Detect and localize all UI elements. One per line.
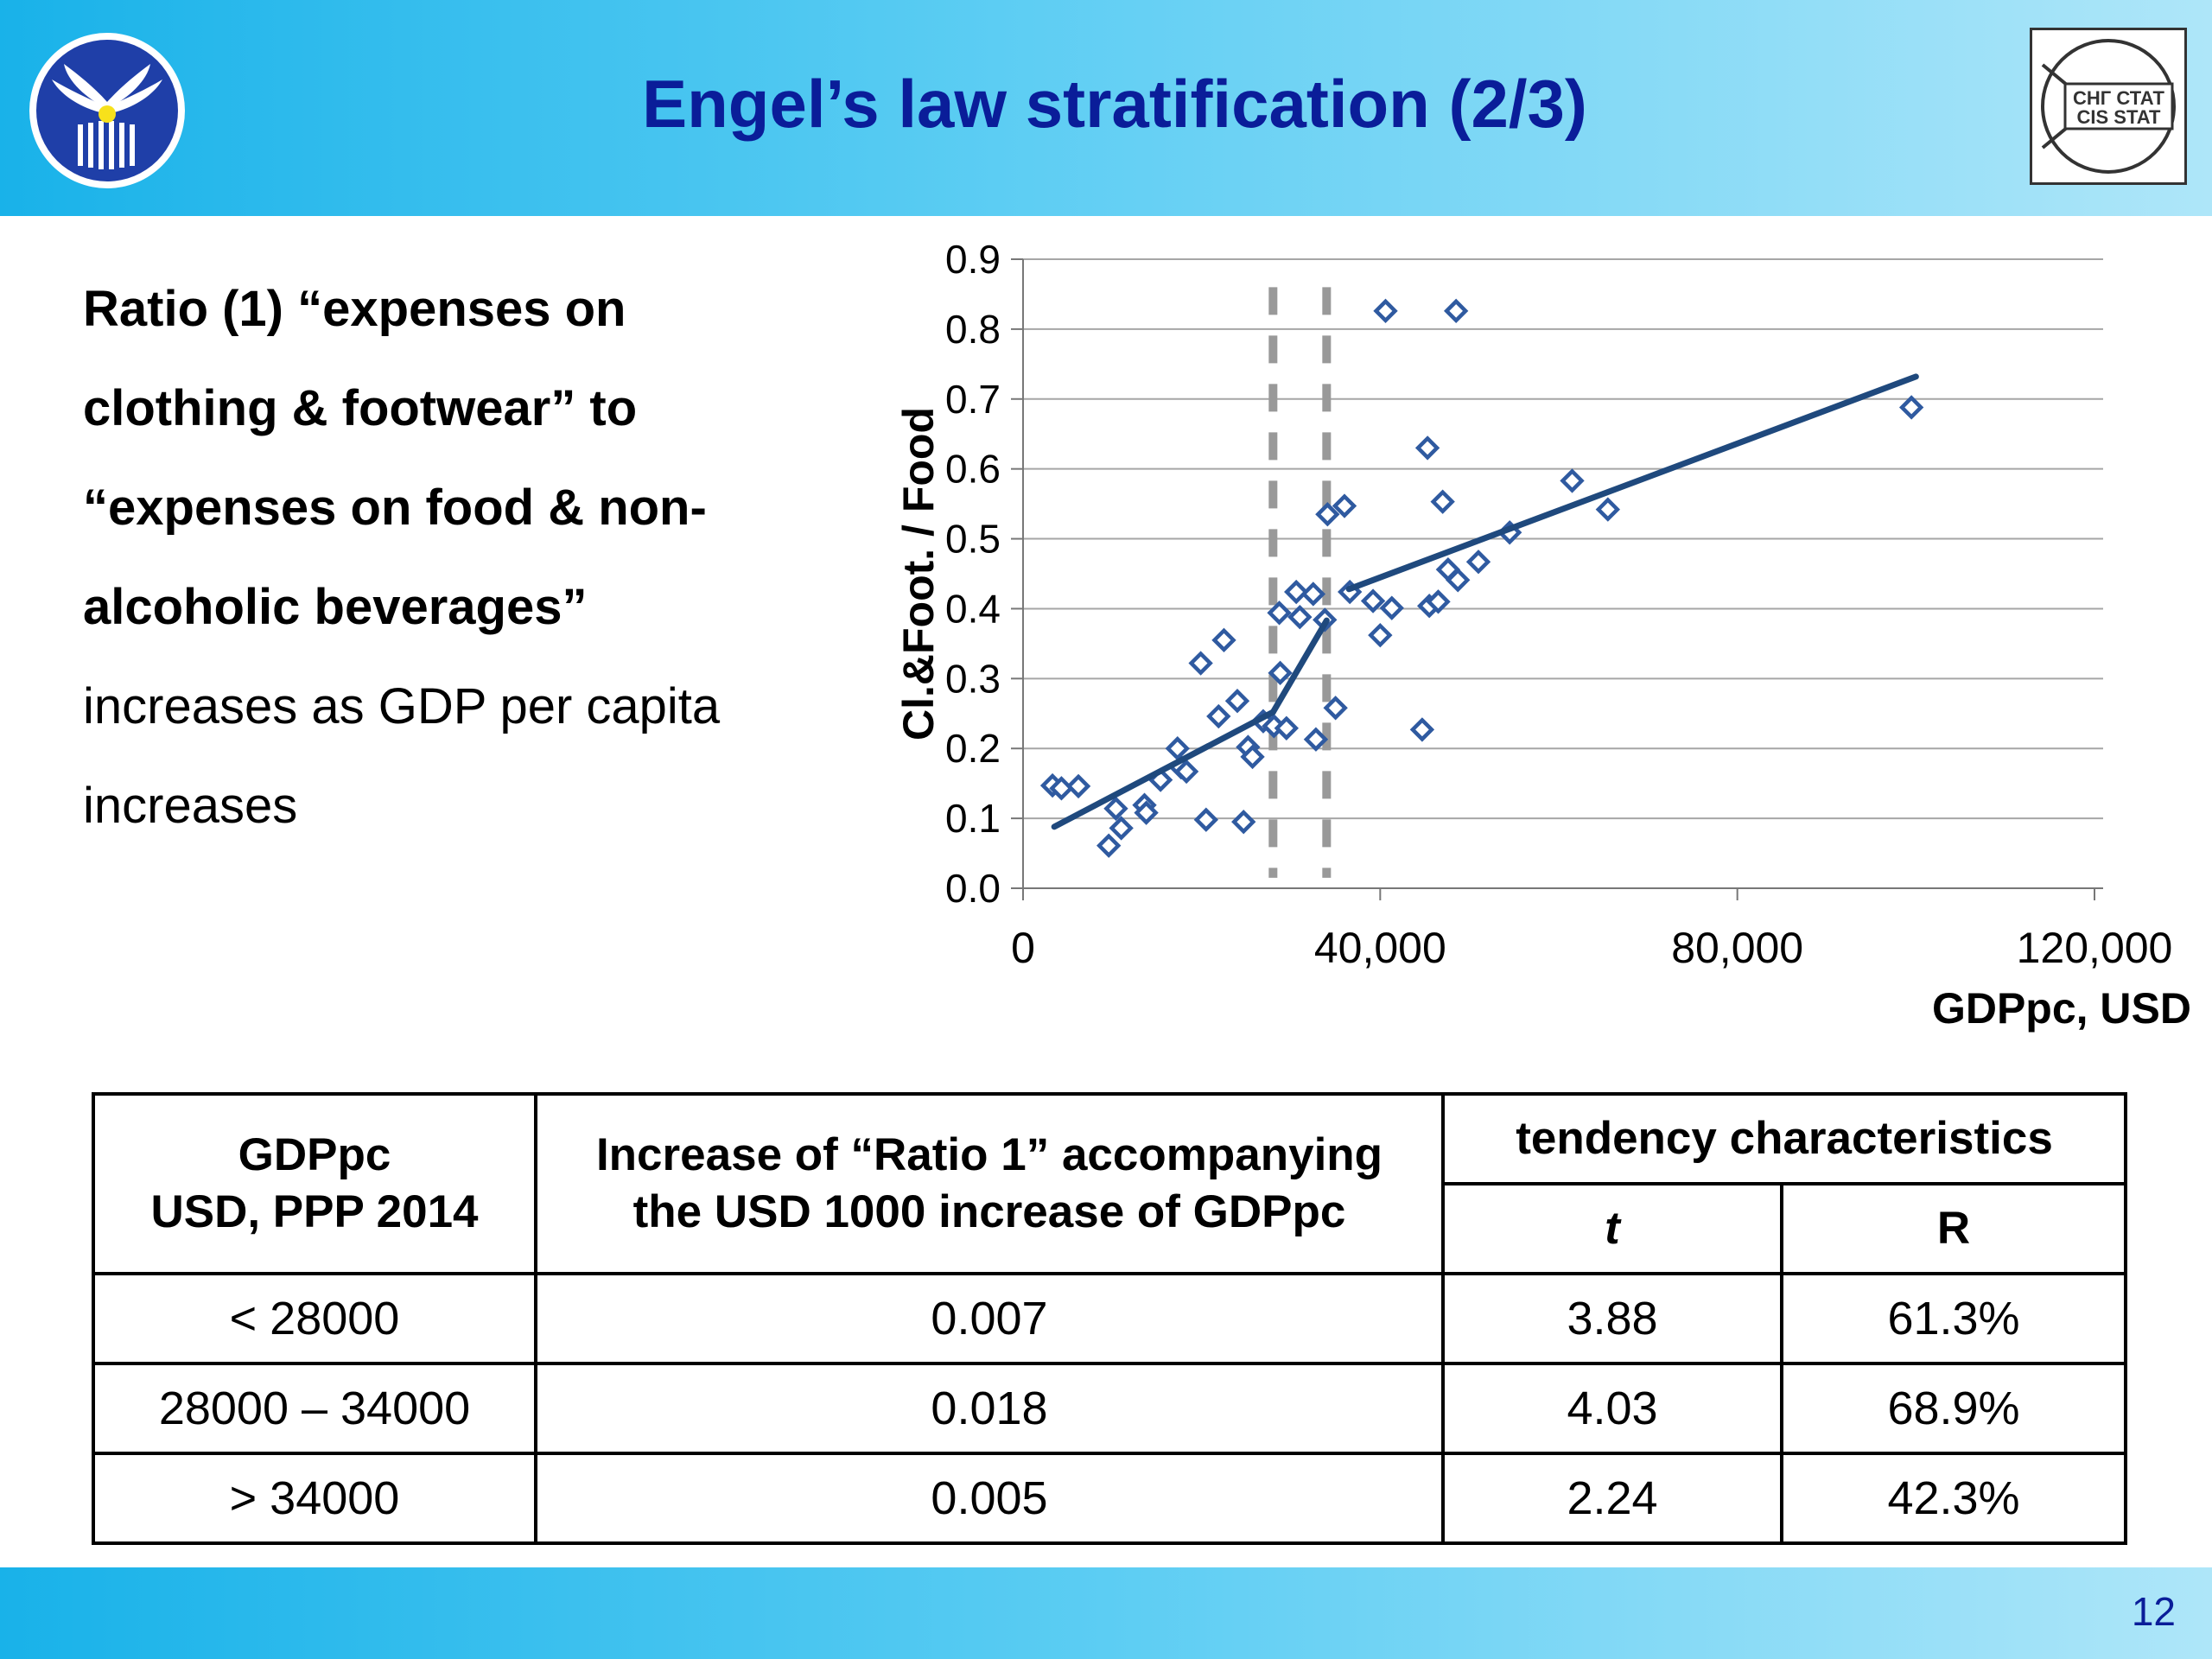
y-tick-label: 0.6 bbox=[945, 447, 1001, 492]
cis-emblem-logo bbox=[29, 33, 185, 188]
x-tick-label: 0 bbox=[1011, 924, 1035, 972]
trend-line bbox=[1269, 617, 1330, 715]
data-point bbox=[1134, 800, 1159, 825]
cell-range: > 34000 bbox=[92, 1452, 537, 1545]
footer-band bbox=[0, 1567, 2212, 1659]
cell-range: 28000 – 34000 bbox=[92, 1362, 537, 1455]
y-tick-label: 0.3 bbox=[945, 656, 1001, 701]
data-point bbox=[1173, 759, 1199, 785]
table-row: < 28000 0.007 3.88 61.3% bbox=[92, 1272, 2127, 1365]
data-point bbox=[1898, 395, 1924, 420]
y-axis-label: Cl.&Foot. / Food bbox=[894, 407, 943, 741]
data-point bbox=[1323, 696, 1348, 721]
y-tick-label: 0.2 bbox=[945, 726, 1001, 771]
y-tick-label: 0.0 bbox=[945, 866, 1001, 911]
header-increase: Increase of “Ratio 1” accompanying the U… bbox=[534, 1092, 1445, 1275]
data-point bbox=[1430, 489, 1455, 514]
header-r: R bbox=[1780, 1182, 2127, 1275]
data-point bbox=[1360, 588, 1386, 613]
logo-text-en: CIS STAT bbox=[2077, 106, 2162, 128]
x-tick-label: 120,000 bbox=[2017, 924, 2173, 972]
table-subheader-row: t R bbox=[93, 1182, 2127, 1275]
header-tendency: tendency characteristics bbox=[1441, 1092, 2127, 1185]
logo-text-ru: СНГ СТАТ bbox=[2073, 87, 2165, 109]
data-point bbox=[1206, 703, 1231, 729]
data-point bbox=[1096, 833, 1122, 858]
cell-increase: 0.005 bbox=[534, 1452, 1445, 1545]
data-point bbox=[1267, 601, 1292, 626]
data-point bbox=[1300, 582, 1326, 607]
data-point bbox=[1224, 689, 1250, 714]
cis-stat-logo: СНГ СТАТ CIS STAT bbox=[2030, 28, 2187, 185]
data-point bbox=[1426, 589, 1451, 614]
trend-line bbox=[1051, 709, 1276, 830]
y-tick-label: 0.9 bbox=[945, 237, 1001, 282]
data-point bbox=[1193, 807, 1219, 832]
data-point bbox=[1268, 660, 1293, 686]
cell-t: 2.24 bbox=[1441, 1452, 1783, 1545]
data-point bbox=[1373, 298, 1398, 324]
y-tick-label: 0.7 bbox=[945, 377, 1001, 422]
data-point bbox=[1287, 604, 1313, 630]
description-bold: Ratio (1) “expenses on clothing & footwe… bbox=[83, 281, 707, 635]
x-tick-label: 40,000 bbox=[1314, 924, 1446, 972]
page-number: 12 bbox=[2131, 1589, 2176, 1634]
data-point bbox=[1465, 550, 1491, 575]
data-point bbox=[1595, 497, 1621, 522]
data-point bbox=[1188, 651, 1213, 676]
data-point bbox=[1165, 736, 1190, 761]
slide-title: Engel’s law stratification (2/3) bbox=[642, 66, 1587, 142]
x-axis-label: GDPpc, USD bbox=[1932, 984, 2191, 1033]
data-point bbox=[1409, 717, 1435, 742]
data-point bbox=[1284, 579, 1309, 605]
y-tick-label: 0.4 bbox=[945, 586, 1001, 631]
data-point bbox=[1414, 435, 1440, 461]
header-gdppc: GDPpc USD, PPP 2014 bbox=[92, 1092, 537, 1275]
data-point bbox=[1315, 502, 1340, 527]
table-row: 28000 – 34000 0.018 4.03 68.9% bbox=[92, 1362, 2127, 1455]
cell-range: < 28000 bbox=[92, 1272, 537, 1365]
description-text: Ratio (1) “expenses on clothing & footwe… bbox=[83, 259, 757, 855]
data-point bbox=[1443, 298, 1469, 324]
cell-r: 42.3% bbox=[1780, 1452, 2127, 1545]
cell-increase: 0.018 bbox=[534, 1362, 1445, 1455]
data-point bbox=[1240, 744, 1265, 770]
data-point bbox=[1065, 773, 1091, 799]
data-point bbox=[1211, 627, 1236, 653]
cell-t: 4.03 bbox=[1441, 1362, 1783, 1455]
data-point bbox=[1332, 493, 1357, 518]
cell-t: 3.88 bbox=[1441, 1272, 1783, 1365]
y-tick-label: 0.1 bbox=[945, 796, 1001, 841]
description-normal: increases as GDP per capita increases bbox=[83, 678, 721, 834]
data-point bbox=[1231, 809, 1256, 835]
trend-line bbox=[1345, 373, 1919, 593]
data-point bbox=[1303, 727, 1329, 752]
data-point bbox=[1109, 816, 1134, 841]
x-tick-label: 80,000 bbox=[1671, 924, 1803, 972]
cell-r: 68.9% bbox=[1780, 1362, 2127, 1455]
y-tick-label: 0.8 bbox=[945, 307, 1001, 352]
data-point bbox=[1274, 715, 1300, 741]
table-row: > 34000 0.005 2.24 42.3% bbox=[92, 1452, 2127, 1545]
data-point bbox=[1560, 468, 1585, 493]
data-point bbox=[1368, 623, 1393, 648]
cell-r: 61.3% bbox=[1780, 1272, 2127, 1365]
header-t: t bbox=[1441, 1182, 1783, 1275]
y-tick-label: 0.5 bbox=[945, 517, 1001, 562]
table-header-row: GDPpc USD, PPP 2014 Increase of “Ratio 1… bbox=[92, 1092, 2127, 1275]
data-point bbox=[1103, 796, 1128, 821]
results-table: GDPpc USD, PPP 2014 Increase of “Ratio 1… bbox=[92, 1092, 2127, 1545]
data-point bbox=[1446, 568, 1471, 593]
scatter-chart: 0.0 0.1 0.2 0.3 0.4 0.5 0.6 0.7 0.8 0.9 0 40,000 80,… bbox=[894, 237, 2191, 1033]
header-band bbox=[0, 0, 2212, 216]
data-point bbox=[1379, 595, 1404, 620]
cell-increase: 0.007 bbox=[534, 1272, 1445, 1365]
